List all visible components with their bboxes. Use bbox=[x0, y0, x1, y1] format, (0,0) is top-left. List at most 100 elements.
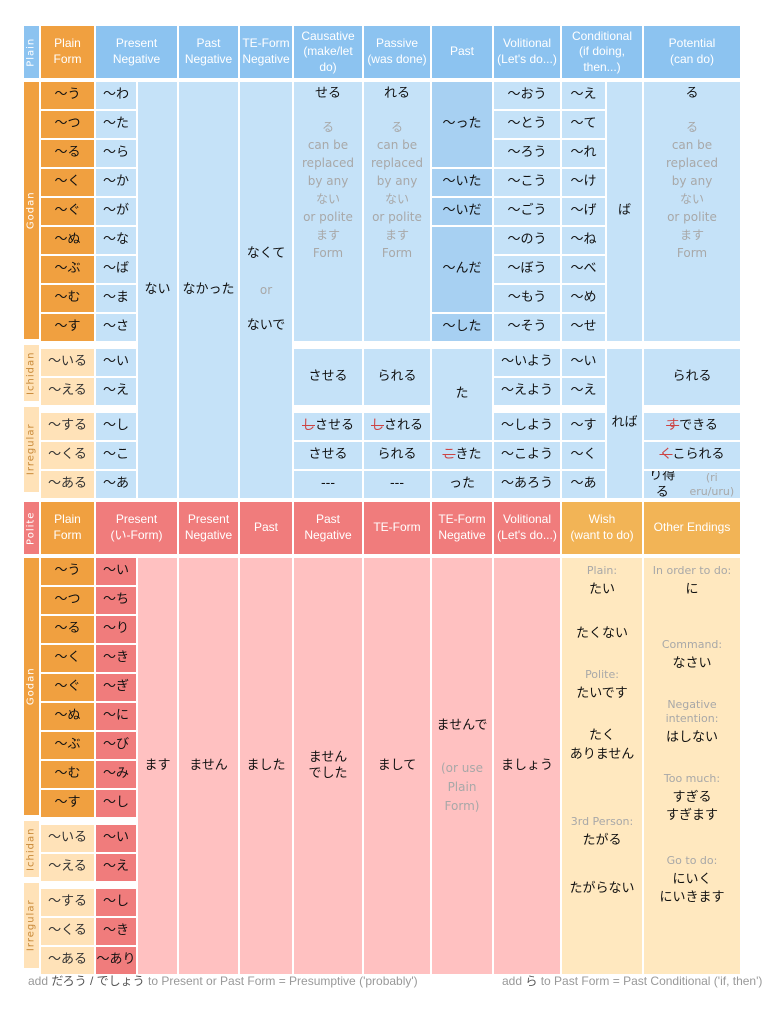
wish-cell-line: Polite: bbox=[585, 668, 619, 682]
masende-cell: ませんで (or use Plain Form) bbox=[432, 558, 492, 974]
polite-ichidan-group-label-text: Ichidan bbox=[25, 827, 37, 871]
plain-potential-godan-cell-line: by any bbox=[671, 174, 713, 189]
polite-stem-cell: ～い bbox=[96, 825, 136, 852]
other-endings-cell-line: すぎます bbox=[665, 807, 718, 823]
polite-present-header-line: (い-Form) bbox=[110, 528, 163, 542]
plain-stem-cell: ～か bbox=[96, 169, 136, 196]
wish-cell-line: Plain: bbox=[586, 564, 618, 577]
potential-aru-reading: (ri eru/uru) bbox=[689, 471, 735, 498]
irregular-group-label: Irregular bbox=[24, 407, 39, 492]
potential-header-line: (can do) bbox=[669, 52, 715, 66]
conditional-stem-cell: ～め bbox=[562, 285, 605, 312]
volitional-cell: ～とう bbox=[494, 111, 560, 138]
plain-causative-godan-cell-line: せる bbox=[314, 86, 341, 101]
plain-potential-godan-cell: るる can be replaced by any ない or polite ます Form bbox=[644, 82, 740, 341]
conditional-stem-cell: ～あ bbox=[562, 471, 605, 498]
conditional-reba-cell: れば bbox=[607, 349, 642, 498]
conditional-stem-cell: ～え bbox=[562, 82, 605, 109]
conditional-ba-cell: ば bbox=[607, 82, 642, 341]
plain-passive-godan-cell-line: る bbox=[390, 120, 403, 135]
present-negative-header-line: Present bbox=[115, 36, 158, 51]
plain-potential-godan-cell-line: ます bbox=[679, 228, 704, 243]
te-form-negative-header-line: TE-Form bbox=[242, 36, 290, 51]
polite-ending-cell: ～る bbox=[41, 616, 94, 643]
polite-section-label-text: Polite bbox=[25, 511, 37, 545]
polite-godan-group-label: Godan bbox=[24, 558, 39, 815]
present-negative-header: Present Negative bbox=[96, 26, 177, 78]
past-ida-cell: ～いだ bbox=[432, 198, 492, 225]
causative-suru-cell-text: させる bbox=[315, 418, 355, 434]
polite-stem-cell: ～き bbox=[96, 645, 136, 672]
polite-volitional-header-line: Volitional bbox=[502, 512, 552, 527]
plain-passive-godan-cell-line: ない bbox=[384, 192, 409, 207]
other-endings-cell-line: なさい bbox=[672, 655, 712, 671]
other-endings-cell-line: はしない bbox=[665, 729, 718, 745]
volitional-cell: ～もう bbox=[494, 285, 560, 312]
wish-cell-line: たがらない bbox=[569, 880, 635, 896]
volitional-cell: ～おう bbox=[494, 82, 560, 109]
past-negative-header-line: Past bbox=[196, 36, 221, 51]
volitional-header: Volitional (Let's do...) bbox=[494, 26, 560, 78]
polite-plain-form-header-line: Form bbox=[53, 528, 82, 542]
potential-kuru-cell-text: こられる bbox=[672, 447, 725, 463]
other-endings-cell-line: Command: bbox=[661, 638, 723, 651]
polite-te-negative-header: TE-Form Negative bbox=[432, 502, 492, 554]
plain-stem-cell: ～あ bbox=[96, 471, 136, 498]
conditional-header-line: Conditional bbox=[571, 28, 633, 43]
volitional-cell: ～こよう bbox=[494, 442, 560, 469]
plain-section-label: Plain bbox=[24, 26, 39, 78]
plain-stem-cell: ～こ bbox=[96, 442, 136, 469]
polite-stem-cell: ～い bbox=[96, 558, 136, 585]
polite-irregular-group-label-text: Irregular bbox=[25, 899, 37, 952]
mashou-cell: ましょう bbox=[494, 558, 560, 974]
other-endings-cell: In order to do: に Command: なさい Negative inte… bbox=[644, 558, 740, 974]
plain-passive-godan-cell-line: by any bbox=[376, 174, 418, 189]
plain-causative-godan-cell-line: replaced bbox=[302, 156, 354, 171]
volitional-cell: ～いよう bbox=[494, 349, 560, 376]
passive-suru-cell: しされる bbox=[364, 413, 430, 440]
polite-stem-cell: ～き bbox=[96, 918, 136, 945]
te-form-negative-header-line: Negative bbox=[242, 52, 290, 66]
plain-passive-godan-cell-line: ます bbox=[384, 228, 409, 243]
polite-ending-cell: ～す bbox=[41, 790, 94, 817]
past-kita-cell-struck: こ bbox=[442, 447, 456, 463]
causative-kuru-cell-text: させる bbox=[308, 447, 348, 463]
other-endings-cell-line: に bbox=[685, 581, 699, 597]
plain-stem-cell: ～ば bbox=[96, 256, 136, 283]
masen-cell: ません bbox=[179, 558, 238, 974]
plain-ending-cell: ～く bbox=[41, 169, 94, 196]
polite-ending-cell: ～いる bbox=[41, 825, 94, 852]
conditional-header: Conditional (if doing, then...) bbox=[562, 26, 642, 78]
polite-past-negative-header-line: Past bbox=[315, 512, 340, 527]
masende-cell-line: (or use bbox=[440, 760, 483, 775]
plain-passive-godan-cell-line: れる bbox=[383, 86, 410, 101]
plain-stem-cell: ～わ bbox=[96, 82, 136, 109]
plain-stem-cell: ～が bbox=[96, 198, 136, 225]
potential-header: Potential (can do) bbox=[644, 26, 740, 78]
plain-passive-godan-cell: れるる can be replaced by any ない or polite ます Form bbox=[364, 82, 430, 341]
plain-causative-godan-cell-line: ます bbox=[315, 228, 340, 243]
wish-cell-line: たくない bbox=[575, 626, 628, 641]
masende-cell-line: Plain bbox=[447, 779, 477, 794]
masen-deshita-cell: ません でした bbox=[294, 558, 362, 974]
causative-suru-cell-struck: し bbox=[301, 418, 315, 434]
plain-ending-cell: ～つ bbox=[41, 111, 94, 138]
te-negative-cell: なくて or ないで bbox=[240, 82, 292, 498]
nai-cell: ない bbox=[138, 82, 177, 498]
conditional-stem-cell: ～え bbox=[562, 378, 605, 405]
polite-ending-cell: ～つ bbox=[41, 587, 94, 614]
plain-ending-cell: ～いる bbox=[41, 349, 94, 376]
volitional-header-line: (Let's do...) bbox=[497, 52, 557, 66]
polite-stem-cell: ～ち bbox=[96, 587, 136, 614]
polite-irregular-group-label: Irregular bbox=[24, 883, 39, 968]
plain-stem-cell: ～え bbox=[96, 378, 136, 405]
volitional-cell: ～あろう bbox=[494, 471, 560, 498]
polite-ending-cell: ～う bbox=[41, 558, 94, 585]
causative-aru-cell: --- bbox=[294, 471, 362, 498]
polite-present-header: Present (い-Form) bbox=[96, 502, 177, 554]
potential-kuru-cell: くこられる bbox=[644, 442, 740, 469]
causative-aru-cell-text: --- bbox=[320, 476, 336, 492]
plain-form-header: Plain Form bbox=[41, 26, 94, 78]
plain-potential-godan-cell-line: る bbox=[685, 120, 698, 135]
polite-ending-cell: ～ぶ bbox=[41, 732, 94, 759]
